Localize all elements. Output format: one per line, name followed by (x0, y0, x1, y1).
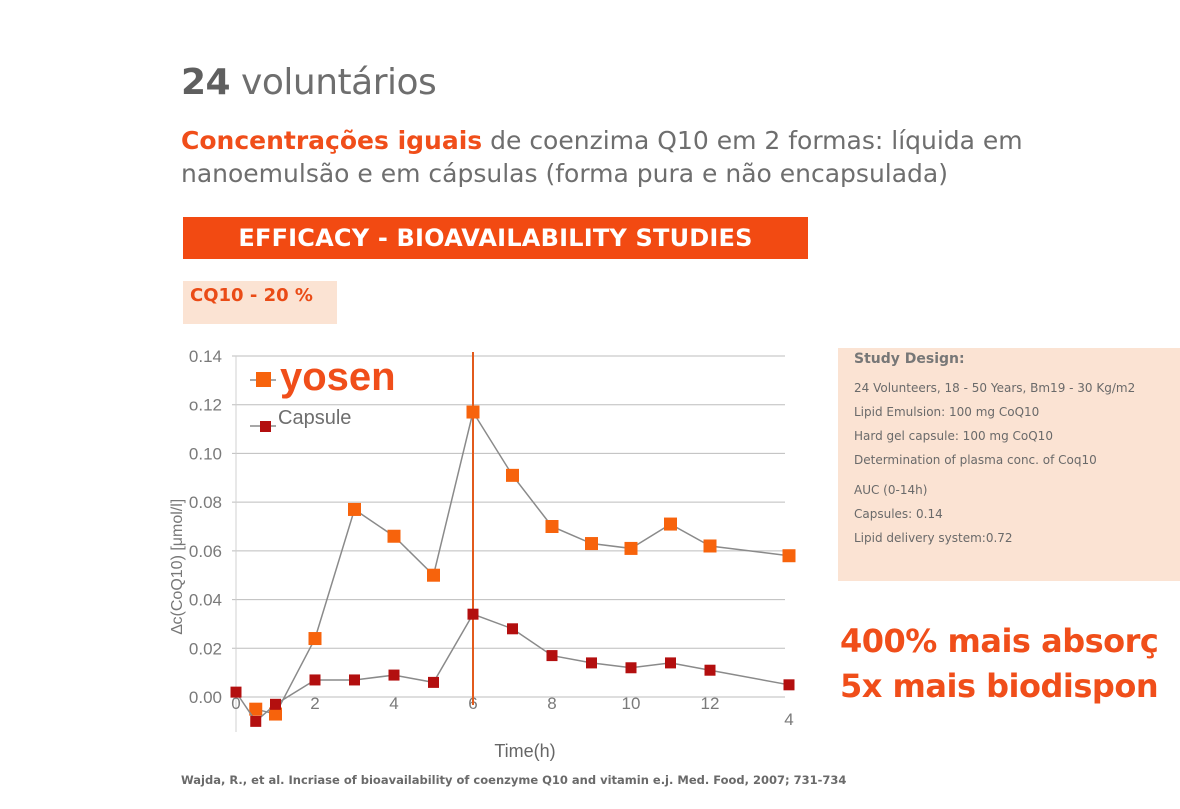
y-tick-label: 0.00 (189, 688, 222, 707)
y-tick-label: 0.06 (189, 542, 222, 561)
data-point (625, 662, 637, 674)
y-tick-label: 0.02 (189, 639, 222, 658)
data-point (427, 568, 440, 582)
data-point (349, 674, 360, 686)
study-design-box: Study Design: 24 Volunteers, 18 - 50 Yea… (838, 348, 1180, 581)
data-point (782, 549, 796, 563)
data-point (387, 529, 401, 543)
x-tick-label: 4 (389, 694, 398, 713)
study-line: Lipid Emulsion: 100 mg CoQ10 (854, 405, 1040, 419)
x-tick-label: 2 (310, 694, 319, 713)
x-axis-label: Time(h) (494, 741, 555, 761)
data-point (428, 676, 439, 688)
data-point (783, 679, 795, 691)
study-line: Determination of plasma conc. of Coq10 (854, 453, 1097, 467)
y-tick-label: 0.08 (189, 493, 222, 512)
concentration-badge: CQ10 - 20 % (183, 281, 337, 324)
data-point (466, 405, 480, 419)
data-point (624, 541, 638, 555)
data-point (309, 674, 321, 686)
data-point (230, 686, 242, 698)
data-point (506, 468, 519, 482)
citation: Wajda, R., et al. Incriase of bioavailab… (181, 773, 847, 787)
study-design-title: Study Design: (854, 351, 965, 367)
section-banner: EFFICACY - BIOAVAILABILITY STUDIES (183, 217, 808, 259)
legend-label-yosen: yosen (280, 355, 396, 399)
data-point (665, 657, 676, 669)
data-point (703, 539, 717, 553)
series-line (255, 410, 790, 715)
data-point (388, 669, 400, 681)
legend-label-capsule: Capsule (278, 407, 351, 429)
data-point (269, 707, 282, 721)
data-point (507, 623, 518, 635)
study-line: 24 Volunteers, 18 - 50 Years, Bm19 - 30 … (854, 381, 1136, 395)
auc-line: Capsules: 0.14 (854, 507, 943, 521)
page-subtitle: Concentrações iguais de coenzima Q10 em … (181, 124, 1101, 190)
data-point (250, 715, 262, 727)
data-point (664, 517, 677, 531)
headline-number: 24 (181, 62, 231, 103)
y-tick-label: 0.10 (189, 444, 222, 463)
data-point (546, 650, 558, 662)
data-point (270, 698, 281, 710)
headline-text: voluntários (230, 62, 437, 103)
claim-absorption: 400% mais absorç (840, 622, 1159, 660)
data-point (467, 608, 479, 620)
auc-line: Lipid delivery system:0.72 (854, 531, 1013, 545)
subtitle-rest: de coenzima Q10 em 2 formas: líquida em … (181, 126, 1023, 188)
x-tick-label: 4 (784, 710, 793, 729)
claim-bioavailability: 5x mais biodispon (840, 667, 1159, 705)
data-point (585, 537, 598, 551)
data-point (308, 632, 322, 646)
auc-title: AUC (0-14h) (854, 483, 928, 497)
data-point (704, 664, 716, 676)
x-tick-label: 8 (547, 694, 556, 713)
y-tick-label: 0.14 (189, 347, 222, 366)
y-tick-label: 0.04 (189, 591, 222, 610)
x-tick-label: 12 (701, 694, 720, 713)
y-axis-label: ∆c(CoQ10) [μmol/l] (169, 499, 186, 634)
legend-swatch (256, 372, 271, 387)
subtitle-highlight: Concentrações iguais (181, 126, 483, 155)
study-line: Hard gel capsule: 100 mg CoQ10 (854, 429, 1053, 443)
x-tick-label: 10 (622, 694, 641, 713)
legend-swatch (260, 421, 271, 432)
x-tick-label: 0 (231, 694, 240, 713)
data-point (545, 520, 559, 533)
data-point (348, 502, 361, 516)
data-point (249, 702, 263, 716)
y-tick-label: o.12 (189, 396, 222, 415)
page-headline: 24 voluntários (181, 62, 437, 103)
bioavailability-chart: 0.000.020.040.060.080.10o.120.1402468101… (169, 347, 796, 761)
data-point (586, 657, 597, 669)
